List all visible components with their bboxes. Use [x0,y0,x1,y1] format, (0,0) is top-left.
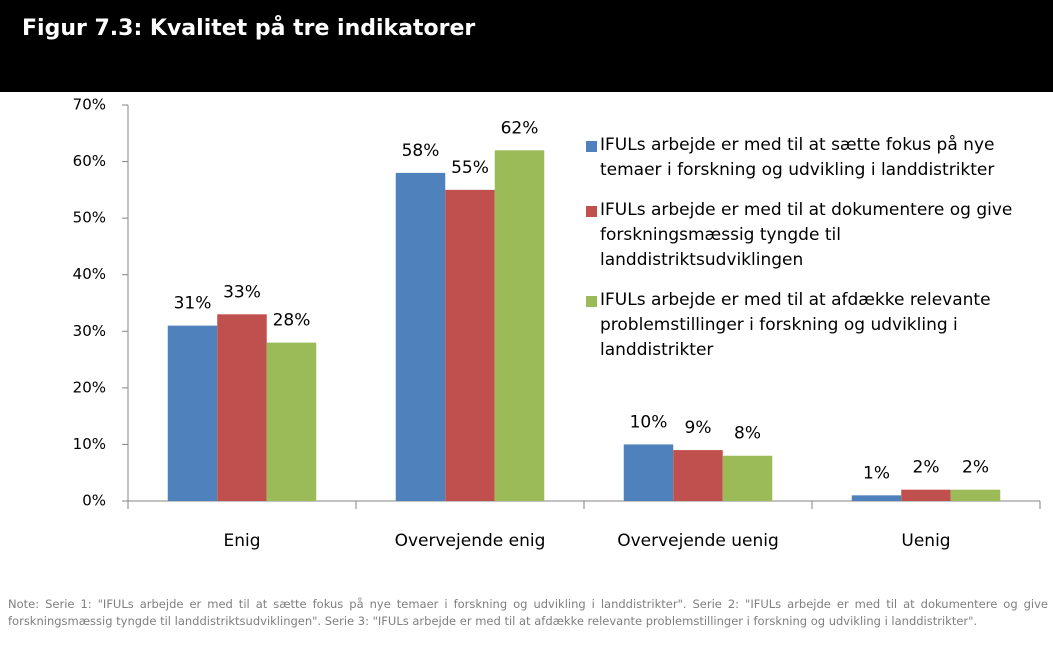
bar [445,189,495,501]
data-label: 28% [273,311,311,331]
bar [950,489,1001,501]
y-tick-label: 70% [73,96,106,114]
chart-title: Figur 7.3: Kvalitet på tre indikatorer [22,16,476,41]
data-label: 8% [734,424,761,444]
y-tick-label: 0% [82,492,106,510]
legend-swatch [586,206,597,217]
legend-item: IFULs arbejde er med til at dokumentere … [586,198,1046,273]
y-tick-label: 20% [73,378,106,396]
data-label: 1% [863,463,890,483]
bar [722,455,773,501]
bar [851,495,902,501]
legend-item: IFULs arbejde er med til at afdække rele… [586,288,1046,363]
data-label: 9% [685,418,712,438]
legend: IFULs arbejde er med til at sætte fokus … [586,133,1046,378]
x-tick-label: Enig [223,531,260,551]
y-tick-label: 50% [73,209,106,227]
x-tick-label: Overvejende uenig [617,531,779,551]
legend-label: IFULs arbejde er med til at dokumentere … [600,200,1013,270]
data-label: 33% [223,282,261,302]
bar [167,325,218,501]
bar [217,314,267,501]
data-label: 10% [630,412,668,432]
bar [266,342,317,501]
chart: 0% 10% 20% 30% 40% 50% 60% 70% Enig 31% 33% 28% Over… [73,96,1041,551]
note: Note: Serie 1: "IFULs arbejde er med til… [8,597,1048,628]
legend-swatch [586,296,597,307]
data-label: 62% [501,118,539,138]
data-label: 2% [962,458,989,478]
x-tick-label: Overvejende enig [395,531,546,551]
y-tick-label: 10% [73,435,106,453]
legend-label: IFULs arbejde er med til at sætte fokus … [600,135,995,180]
data-label: 2% [913,458,940,478]
data-label: 55% [451,158,489,178]
bar [395,172,446,501]
y-tick-label: 40% [73,265,106,283]
y-tick-label: 30% [73,322,106,340]
legend-label: IFULs arbejde er med til at afdække rele… [600,290,991,360]
data-label: 31% [174,294,212,314]
bar [494,150,545,501]
bar [901,489,951,501]
bar [673,450,723,501]
bar [623,444,674,501]
x-tick-label: Uenig [901,531,950,551]
legend-swatch [586,141,597,152]
y-tick-label: 60% [73,152,106,170]
header-bar: Figur 7.3: Kvalitet på tre indikatorer [0,0,1053,92]
data-label: 58% [402,141,440,161]
legend-item: IFULs arbejde er med til at sætte fokus … [586,133,1046,183]
